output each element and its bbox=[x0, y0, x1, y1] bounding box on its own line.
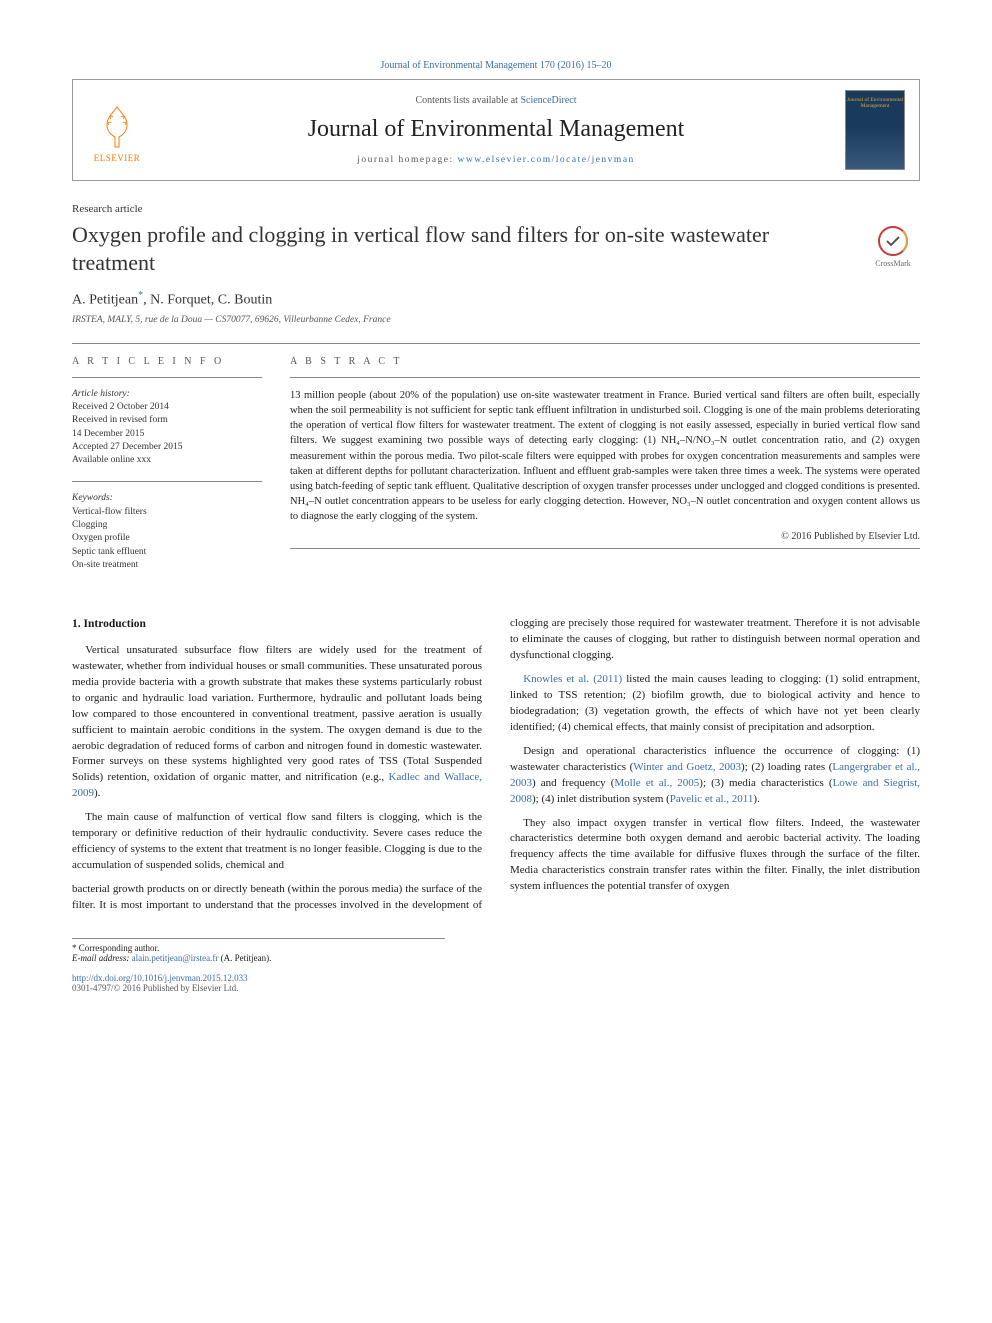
email-label: E-mail address: bbox=[72, 953, 132, 963]
crossmark-icon bbox=[877, 225, 909, 257]
history-revised-label: Received in revised form bbox=[72, 414, 262, 427]
email-line: E-mail address: alain.petitjean@irstea.f… bbox=[72, 953, 445, 963]
para-1-end: ). bbox=[94, 787, 100, 799]
cover-title: Journal of Environmental Management bbox=[846, 97, 904, 109]
abstract-text: 13 million people (about 20% of the popu… bbox=[290, 388, 920, 525]
p5d: ); (3) media characteristics ( bbox=[699, 777, 832, 789]
elsevier-text: ELSEVIER bbox=[94, 153, 141, 163]
article-history: Article history: Received 2 October 2014… bbox=[72, 388, 262, 468]
divider-kw bbox=[72, 481, 262, 482]
para-5: Design and operational characteristics i… bbox=[510, 744, 920, 808]
crossmark-badge[interactable]: CrossMark bbox=[866, 225, 920, 268]
journal-name: Journal of Environmental Management bbox=[161, 116, 831, 143]
cite-pavelic[interactable]: Pavelic et al., 2011 bbox=[670, 793, 754, 805]
history-received: Received 2 October 2014 bbox=[72, 401, 262, 414]
elsevier-logo[interactable]: ELSEVIER bbox=[87, 97, 147, 163]
affiliation: IRSTEA, MALY, 5, rue de la Doua — CS7007… bbox=[72, 315, 920, 325]
homepage-link[interactable]: www.elsevier.com/locate/jenvman bbox=[458, 155, 635, 165]
header-center: Contents lists available at ScienceDirec… bbox=[161, 95, 831, 165]
bottom-meta: http://dx.doi.org/10.1016/j.jenvman.2015… bbox=[72, 973, 920, 993]
article-type: Research article bbox=[72, 203, 920, 215]
author-1[interactable]: A. Petitjean bbox=[72, 293, 138, 308]
section-1-heading: 1. Introduction bbox=[72, 616, 482, 633]
keywords-block: Keywords: Vertical-flow filters Clogging… bbox=[72, 492, 262, 572]
info-heading: A R T I C L E I N F O bbox=[72, 356, 262, 367]
para-6: They also impact oxygen transfer in vert… bbox=[510, 816, 920, 896]
footnotes: * Corresponding author. E-mail address: … bbox=[72, 938, 445, 963]
keyword-5: On-site treatment bbox=[72, 559, 262, 572]
p5e: ); (4) inlet distribution system ( bbox=[532, 793, 670, 805]
authors-rest: , N. Forquet, C. Boutin bbox=[143, 293, 272, 308]
authors: A. Petitjean*, N. Forquet, C. Boutin bbox=[72, 290, 920, 309]
cite-knowles[interactable]: Knowles et al. (2011) bbox=[523, 673, 622, 685]
para-2: The main cause of malfunction of vertica… bbox=[72, 810, 482, 874]
p5f: ). bbox=[753, 793, 759, 805]
top-citation: Journal of Environmental Management 170 … bbox=[72, 60, 920, 71]
divider-abs bbox=[290, 377, 920, 378]
para-1: Vertical unsaturated subsurface flow fil… bbox=[72, 643, 482, 802]
keyword-2: Clogging bbox=[72, 519, 262, 532]
abstract-copyright: © 2016 Published by Elsevier Ltd. bbox=[290, 531, 920, 542]
journal-homepage: journal homepage: www.elsevier.com/locat… bbox=[161, 155, 831, 165]
keyword-3: Oxygen profile bbox=[72, 532, 262, 545]
contents-line: Contents lists available at ScienceDirec… bbox=[161, 95, 831, 106]
divider-info bbox=[72, 377, 262, 378]
para-1-text: Vertical unsaturated subsurface flow fil… bbox=[72, 644, 482, 784]
crossmark-text: CrossMark bbox=[875, 259, 911, 268]
email-suffix: (A. Petitjean). bbox=[218, 953, 271, 963]
cite-winter[interactable]: Winter and Goetz, 2003 bbox=[633, 761, 741, 773]
abstract-col: A B S T R A C T 13 million people (about… bbox=[290, 356, 920, 587]
page: Journal of Environmental Management 170 … bbox=[0, 0, 992, 1033]
keyword-1: Vertical-flow filters bbox=[72, 506, 262, 519]
article-title: Oxygen profile and clogging in vertical … bbox=[72, 221, 846, 276]
para-4: Knowles et al. (2011) listed the main ca… bbox=[510, 672, 920, 736]
info-abstract-row: A R T I C L E I N F O Article history: R… bbox=[72, 356, 920, 587]
cite-molle[interactable]: Molle et al., 2005 bbox=[614, 777, 699, 789]
sciencedirect-link[interactable]: ScienceDirect bbox=[520, 95, 576, 106]
history-revised-date: 14 December 2015 bbox=[72, 428, 262, 441]
keywords-label: Keywords: bbox=[72, 492, 262, 505]
body-two-column: 1. Introduction Vertical unsaturated sub… bbox=[72, 616, 920, 914]
contents-prefix: Contents lists available at bbox=[415, 95, 520, 106]
email-link[interactable]: alain.petitjean@irstea.fr bbox=[132, 953, 219, 963]
journal-cover-thumb[interactable]: Journal of Environmental Management bbox=[845, 90, 905, 170]
issn-line: 0301-4797/© 2016 Published by Elsevier L… bbox=[72, 983, 920, 993]
p5b: ); (2) loading rates ( bbox=[741, 761, 832, 773]
corr-author-note: * Corresponding author. bbox=[72, 943, 445, 953]
history-online: Available online xxx bbox=[72, 454, 262, 467]
divider-abs-bottom bbox=[290, 548, 920, 549]
title-row: Oxygen profile and clogging in vertical … bbox=[72, 221, 920, 276]
tree-icon bbox=[93, 103, 141, 151]
divider-top bbox=[72, 343, 920, 344]
journal-header: ELSEVIER Contents lists available at Sci… bbox=[72, 79, 920, 181]
history-label: Article history: bbox=[72, 388, 262, 401]
doi-link[interactable]: http://dx.doi.org/10.1016/j.jenvman.2015… bbox=[72, 973, 248, 983]
abstract-heading: A B S T R A C T bbox=[290, 356, 920, 367]
p5c: ) and frequency ( bbox=[532, 777, 614, 789]
homepage-prefix: journal homepage: bbox=[357, 155, 457, 165]
article-info-col: A R T I C L E I N F O Article history: R… bbox=[72, 356, 262, 587]
keyword-4: Septic tank effluent bbox=[72, 546, 262, 559]
history-accepted: Accepted 27 December 2015 bbox=[72, 441, 262, 454]
